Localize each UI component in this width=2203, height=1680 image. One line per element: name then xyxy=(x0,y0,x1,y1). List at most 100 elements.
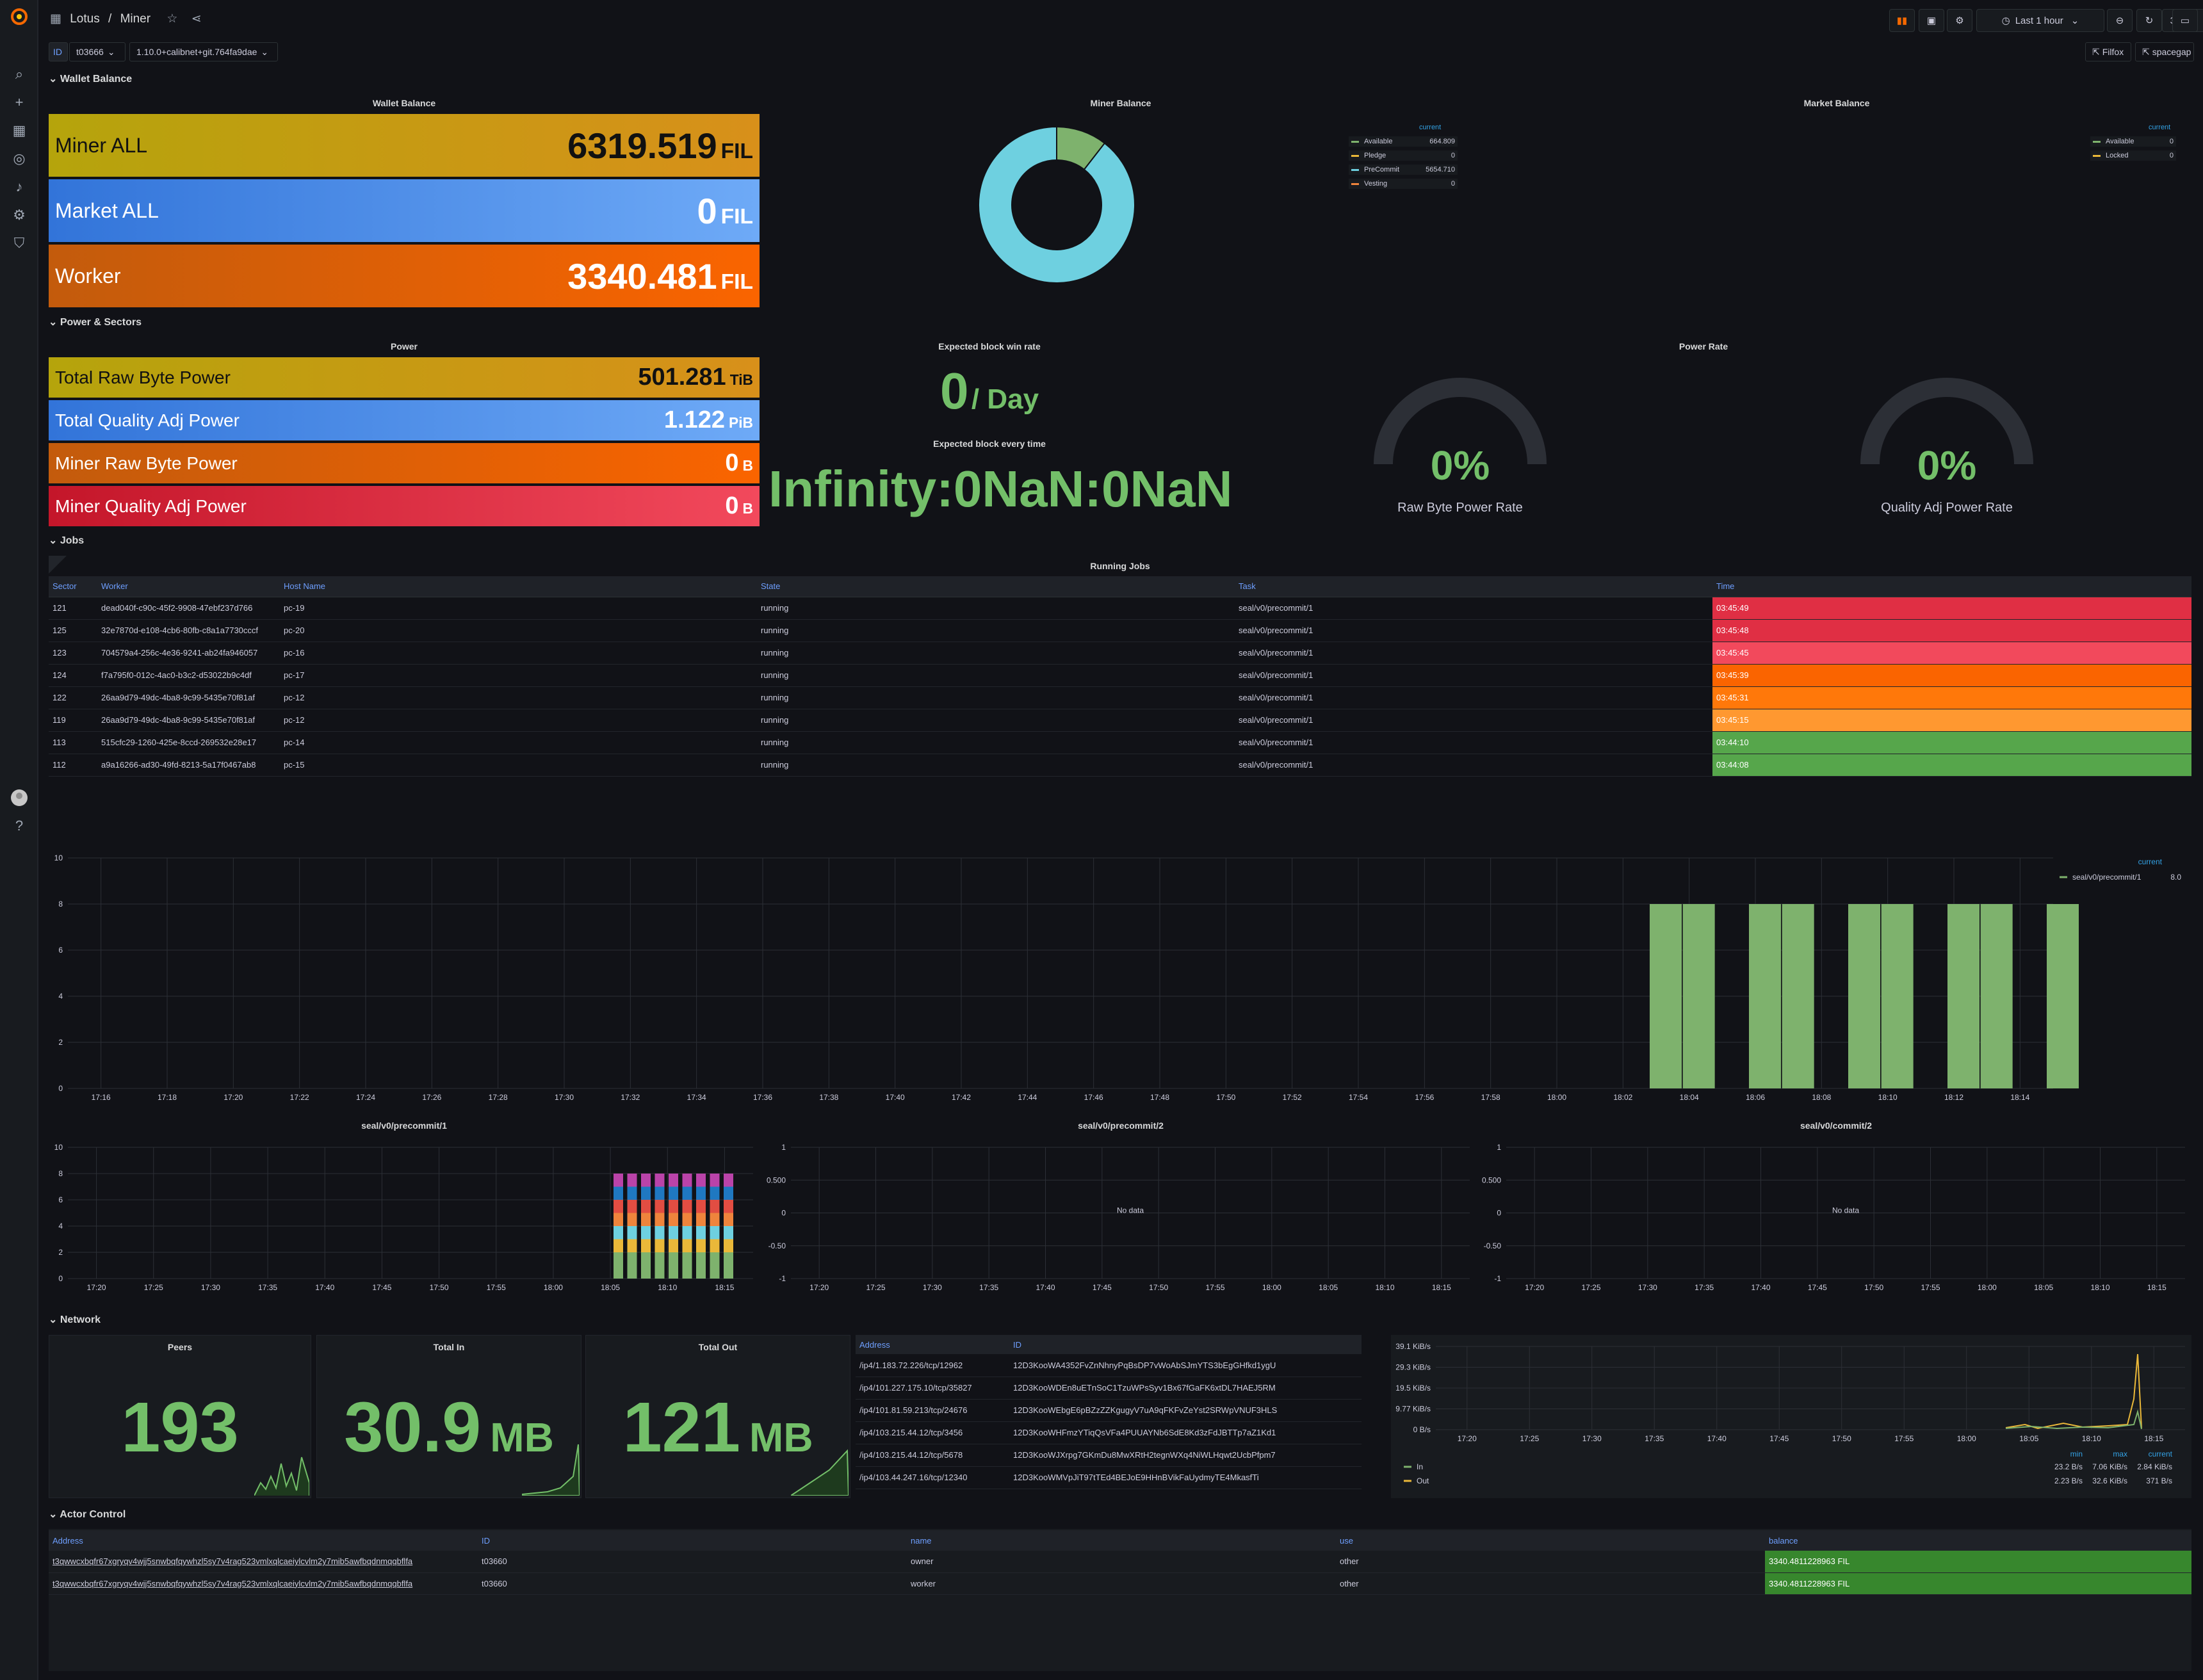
row-jobs[interactable]: ⌄ Jobs xyxy=(49,534,84,547)
legend-item[interactable]: Available 664.809 xyxy=(1349,136,1458,147)
row-actor-control[interactable]: ⌄ Actor Control xyxy=(49,1508,126,1521)
commit2-chart: -1 -0.50 0 0.500 1 17:20 17:25 17:30 17:35 17:40 1… xyxy=(1482,1143,2185,1292)
actor-column-header[interactable]: ID xyxy=(478,1530,907,1551)
help-icon[interactable]: ? xyxy=(15,818,24,834)
legend-item[interactable]: PreCommit 5654.710 xyxy=(1349,165,1458,175)
wallet-panel-title: Wallet Balance xyxy=(372,98,436,108)
peers-column-header[interactable]: ID xyxy=(1009,1335,1362,1354)
save-dashboard-button[interactable]: ▣ xyxy=(1919,9,1944,32)
qa-power-gauge-value: 0% xyxy=(1917,442,1977,489)
dashboards-icon[interactable]: ▦ xyxy=(12,122,26,138)
id-variable-select[interactable]: t03666 ⌄ xyxy=(69,42,126,61)
stacked-bar-segment xyxy=(682,1186,692,1200)
actor-column-header[interactable]: Address xyxy=(49,1530,478,1551)
table-row: /ip4/101.81.59.213/tcp/24676 12D3KooWEbgE… xyxy=(856,1399,1362,1422)
stacked-bar-segment xyxy=(696,1174,706,1187)
legend-item[interactable]: Pledge 0 xyxy=(1349,150,1458,161)
jobs-column-header[interactable]: Sector xyxy=(49,576,97,597)
total-out-sparkline xyxy=(791,1449,849,1496)
jobs-column-header[interactable]: Task xyxy=(1235,576,1712,597)
share-icon[interactable]: ⋖ xyxy=(191,12,202,26)
peers-sparkline xyxy=(254,1457,309,1496)
version-variable-select[interactable]: 1.10.0+calibnet+git.764fa9dae ⌄ xyxy=(129,42,278,61)
x-tick-label: 18:00 xyxy=(1957,1434,1976,1443)
table-cell: /ip4/103.215.44.12/tcp/3456 xyxy=(856,1421,1009,1444)
legend-value: 0 xyxy=(2169,138,2174,145)
stacked-bar-segment xyxy=(682,1252,692,1279)
actor-column-header[interactable]: name xyxy=(907,1530,1336,1551)
grafana-logo-icon[interactable] xyxy=(9,6,29,27)
tv-mode-button[interactable]: ▭ xyxy=(2172,9,2198,32)
row-power-sectors[interactable]: ⌄ Power & Sectors xyxy=(49,316,142,328)
search-icon[interactable]: ⌕ xyxy=(15,66,24,82)
running-jobs-table: Sector Worker Host Name State Task Time 121 de… xyxy=(49,576,2191,777)
x-tick-label: 17:18 xyxy=(158,1093,177,1101)
stacked-bar-segment xyxy=(669,1252,678,1279)
avatar[interactable] xyxy=(9,788,29,808)
peers-column-header[interactable]: Address xyxy=(856,1335,1009,1354)
stacked-bar-segment xyxy=(696,1200,706,1213)
power-panel-title: Power xyxy=(390,341,418,351)
legend-item[interactable]: Vesting 0 xyxy=(1349,179,1458,189)
stat-label: Total Raw Byte Power xyxy=(55,367,231,387)
table-cell: t3qwwcxbqfr67xgryqv4wjj5snwbqfqywhzl5sy7… xyxy=(49,1572,478,1595)
spacegap-link[interactable]: ⇱ spacegap xyxy=(2135,42,2194,61)
legend-item[interactable]: Available 0 xyxy=(2090,136,2176,147)
bar xyxy=(1881,904,1914,1088)
bar xyxy=(1980,904,2013,1088)
stacked-bar-segment xyxy=(710,1186,720,1200)
chevron-down-icon: ⌄ xyxy=(49,1509,60,1520)
x-tick-label: 17:30 xyxy=(201,1283,220,1292)
actor-address-link[interactable]: t3qwwcxbqfr67xgryqv4wjj5snwbqfqywhzl5sy7… xyxy=(53,1556,413,1567)
table-cell: seal/v0/precommit/1 xyxy=(1235,642,1712,665)
zoom-out-button[interactable]: ⊖ xyxy=(2107,9,2133,32)
alerting-bell-icon[interactable]: ♪ xyxy=(15,179,23,195)
table-row: 124 f7a795f0-012c-4ac0-b3c2-d53022b9c4df p… xyxy=(49,664,2191,687)
jobs-column-header[interactable]: Host Name xyxy=(280,576,757,597)
jobs-column-header[interactable]: State xyxy=(757,576,1235,597)
table-cell: 03:45:15 xyxy=(1712,709,2191,732)
x-tick-label: 17:24 xyxy=(356,1093,375,1101)
shield-icon[interactable]: ⛉ xyxy=(13,235,25,251)
total-out-unit: MB xyxy=(749,1414,813,1460)
stacked-bar-segment xyxy=(669,1186,678,1200)
row-wallet-balance[interactable]: ⌄ Wallet Balance xyxy=(49,72,132,85)
breadcrumb-dashboard[interactable]: Miner xyxy=(120,12,151,26)
stacked-bar-segment xyxy=(724,1213,733,1226)
x-tick-label: 17:40 xyxy=(315,1283,334,1292)
plus-icon[interactable]: + xyxy=(15,94,24,110)
stat-number: 0 xyxy=(697,190,717,231)
actor-column-header[interactable]: balance xyxy=(1765,1530,2191,1551)
y-tick-label: 4 xyxy=(58,992,63,1001)
breadcrumb-folder[interactable]: Lotus xyxy=(70,12,100,26)
peers-panel: Peers 193 xyxy=(49,1335,311,1498)
table-cell: running xyxy=(757,619,1235,642)
jobs-column-header[interactable]: Time xyxy=(1712,576,2191,597)
y-tick-label: -0.50 xyxy=(768,1241,786,1250)
time-picker-button[interactable]: ◷ Last 1 hour ⌄ xyxy=(1976,9,2104,32)
x-tick-label: 17:45 xyxy=(1808,1283,1827,1292)
jobs-column-header[interactable]: Worker xyxy=(97,576,280,597)
x-tick-label: 17:25 xyxy=(1520,1434,1539,1443)
x-tick-label: 18:00 xyxy=(1262,1283,1281,1292)
x-tick-label: 17:22 xyxy=(290,1093,309,1101)
table-row: 125 32e7870d-e108-4cb6-80fb-c8a1a7730cccf… xyxy=(49,619,2191,642)
refresh-button[interactable]: ↻ xyxy=(2136,9,2162,32)
y-tick-label: 0 xyxy=(1497,1209,1501,1218)
actor-address-link[interactable]: t3qwwcxbqfr67xgryqv4wjj5snwbqfqywhzl5sy7… xyxy=(53,1578,413,1588)
explore-icon[interactable]: ◎ xyxy=(13,150,26,166)
table-cell: t03660 xyxy=(478,1572,907,1595)
x-tick-label: 17:56 xyxy=(1415,1093,1434,1101)
actor-column-header[interactable]: use xyxy=(1336,1530,1765,1551)
star-icon[interactable]: ☆ xyxy=(167,12,178,26)
gear-icon[interactable]: ⚙ xyxy=(13,207,26,223)
row-network[interactable]: ⌄ Network xyxy=(49,1313,101,1326)
add-panel-button[interactable]: ▮▮ xyxy=(1889,9,1915,32)
spacegap-link-label: spacegap xyxy=(2152,47,2191,57)
peers-table: Address ID /ip4/1.183.72.226/tcp/12962 12D… xyxy=(856,1335,1362,1489)
table-cell: 12D3KooWJXrpg7GKmDu8MwXRtH2tegnWXq4NiWLH… xyxy=(1009,1444,1362,1467)
stat-value: 6319.519 FIL xyxy=(567,125,753,166)
legend-item[interactable]: Locked 0 xyxy=(2090,150,2176,161)
dashboard-settings-button[interactable]: ⚙ xyxy=(1947,9,1972,32)
filfox-link[interactable]: ⇱ Filfox xyxy=(2085,42,2131,61)
